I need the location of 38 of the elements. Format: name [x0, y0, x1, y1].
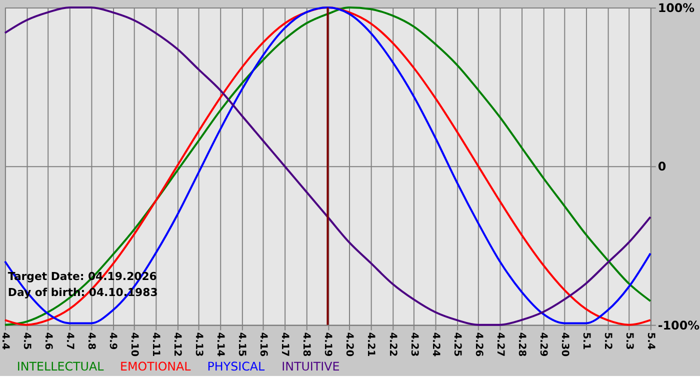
x-tick-label: 4.29	[537, 332, 548, 357]
x-tick-label: 4.11	[150, 332, 162, 357]
x-tick-label: 4.12	[172, 332, 183, 357]
x-tick-label: 4.19	[322, 332, 334, 357]
x-tick-label: 4.7	[64, 332, 76, 350]
x-tick-label: 4.24	[430, 332, 441, 357]
text: PHYSICAL	[207, 359, 266, 374]
x-tick-label: 4.18	[300, 332, 312, 357]
x-tick-label: 5.4	[644, 332, 656, 350]
x-tick-label: 4.16	[258, 332, 269, 357]
x-tick-label: 4.22	[386, 332, 398, 357]
y-tick-label: 100%	[658, 1, 695, 16]
x-tick-label: 4.8	[86, 332, 97, 350]
x-tick-label: 4.14	[214, 332, 226, 357]
x-tick-label: 4.5	[20, 332, 32, 350]
x-tick-label: 4.17	[279, 332, 290, 357]
x-tick-label: 4.13	[193, 332, 204, 357]
x-tick-label: 5.1	[580, 332, 592, 350]
text: INTELLECTUAL	[16, 359, 104, 374]
text: EMOTIONAL	[120, 359, 192, 374]
x-tick-label: 4.25	[451, 332, 462, 357]
x-tick-label: 4.23	[408, 332, 420, 357]
x-tick-label: 4.30	[558, 332, 570, 357]
x-tick-label: 4.28	[516, 332, 527, 357]
x-tick-label: 4.20	[344, 332, 355, 357]
x-tick-label: 4.6	[42, 332, 54, 350]
x-tick-label: 5.3	[623, 332, 634, 350]
x-tick-label: 4.27	[494, 332, 506, 357]
y-tick-label: 0	[658, 160, 666, 174]
y-tick-label: -100%	[658, 318, 700, 332]
x-tick-label: 4.21	[365, 332, 376, 357]
x-tick-label: 5.2	[602, 332, 613, 350]
x-tick-label: 4.9	[107, 332, 118, 350]
text: INTUITIVE	[282, 359, 340, 374]
x-tick-label: 4.15	[236, 332, 248, 357]
x-tick-label: 4.26	[472, 332, 484, 357]
x-tick-label: 4.4	[0, 332, 10, 350]
x-tick-label: 4.10	[128, 332, 140, 357]
